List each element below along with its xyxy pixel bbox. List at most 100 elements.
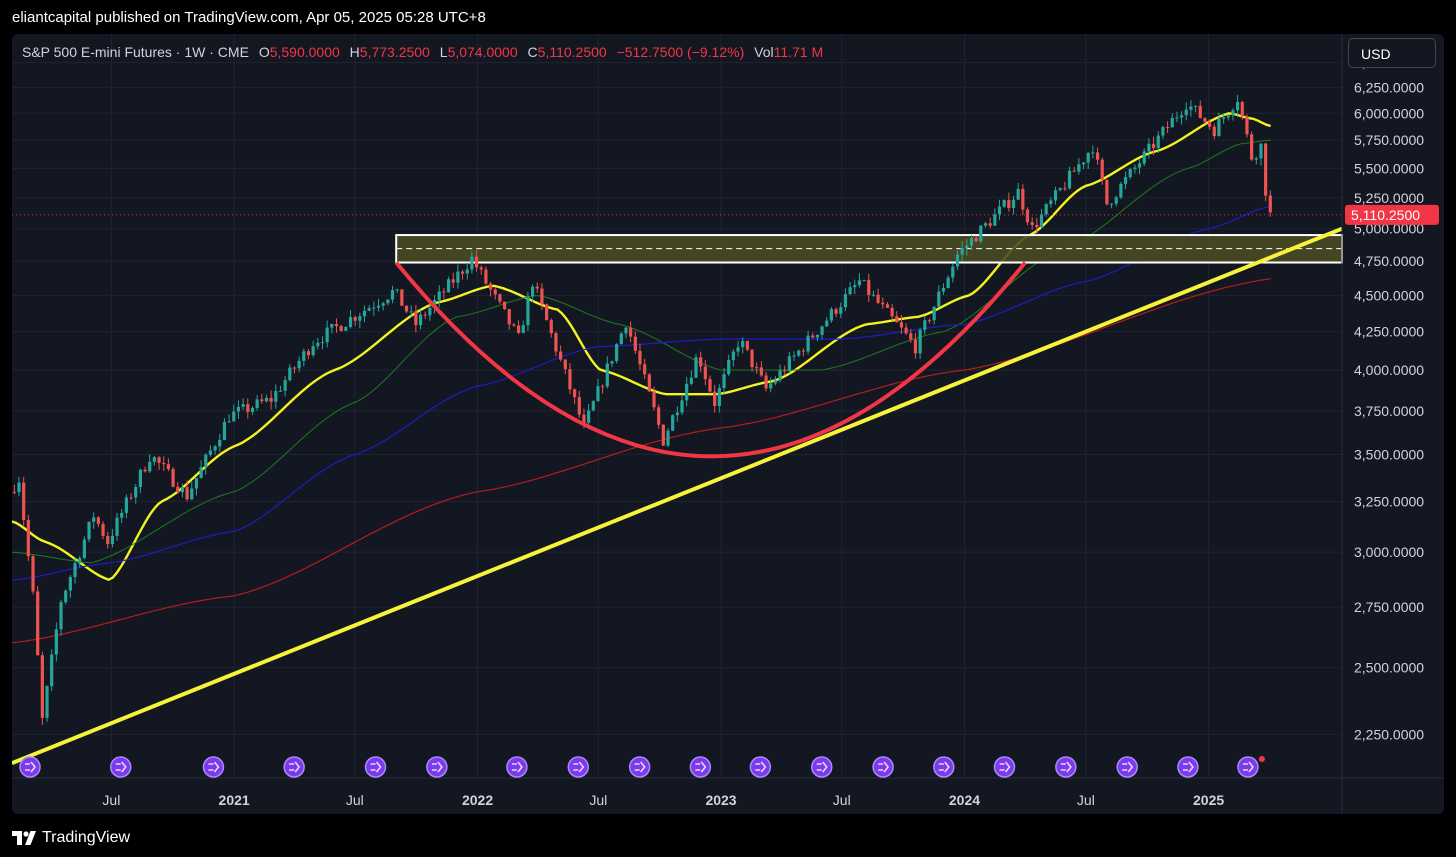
open-label: O	[258, 44, 270, 60]
currency-button[interactable]: USD	[1348, 38, 1436, 68]
candle-body	[652, 391, 656, 408]
candle-body	[731, 351, 735, 360]
candle-body	[1077, 164, 1081, 172]
event-marker-icon[interactable]	[933, 756, 955, 778]
candle-body	[1114, 197, 1118, 204]
candle-body	[255, 399, 259, 409]
candle-body	[246, 404, 250, 412]
candle-body	[68, 577, 72, 591]
candle-body	[372, 307, 376, 309]
event-marker-icon[interactable]	[426, 756, 448, 778]
candle-body	[236, 406, 241, 412]
event-marker-icon[interactable]	[19, 756, 41, 778]
candle-body	[979, 225, 983, 242]
chart-panel[interactable]: 6,500.00006,250.00006,000.00005,750.0000…	[12, 34, 1444, 814]
candle-body	[1189, 106, 1193, 110]
candle-body	[1212, 126, 1216, 137]
candle-body	[601, 386, 605, 388]
candle-body	[577, 397, 581, 415]
event-markers	[19, 756, 1265, 778]
candle-body	[694, 357, 698, 378]
candle-body	[904, 327, 908, 334]
candle-body	[759, 367, 763, 376]
candle-body	[1091, 152, 1095, 154]
candle-body	[960, 248, 964, 255]
candle-body	[418, 314, 423, 326]
candle-body	[1049, 200, 1053, 205]
candle-body	[124, 497, 128, 513]
candle-body	[40, 655, 44, 718]
candle-body	[50, 654, 54, 687]
candle-body	[1184, 109, 1188, 116]
event-marker-icon[interactable]	[202, 756, 225, 778]
event-marker-icon[interactable]	[109, 756, 132, 778]
close-value: 5,110.2500	[537, 44, 607, 60]
candle-body	[484, 269, 488, 284]
candle-body	[409, 311, 413, 313]
candle-body	[292, 367, 297, 369]
candle-body	[932, 306, 936, 321]
event-marker-icon[interactable]	[506, 756, 528, 778]
event-marker-icon[interactable]	[1116, 756, 1138, 778]
candle-body	[657, 407, 661, 425]
event-marker-icon[interactable]	[1177, 756, 1199, 778]
candle-body	[1058, 188, 1062, 191]
candle-body	[787, 356, 791, 372]
event-marker-icon[interactable]	[283, 756, 305, 778]
event-marker-icon[interactable]	[993, 756, 1016, 778]
candle-body	[1147, 143, 1151, 152]
candle-body	[325, 327, 329, 343]
candle-body	[1011, 199, 1016, 208]
candle-body	[755, 367, 759, 369]
candle-body	[1063, 188, 1067, 190]
event-marker-icon[interactable]	[749, 756, 772, 778]
event-marker-icon[interactable]	[810, 756, 833, 778]
candle-body	[1264, 143, 1268, 196]
event-marker-icon[interactable]	[567, 756, 590, 778]
event-marker-icon[interactable]	[689, 756, 712, 778]
candle-body	[610, 361, 614, 364]
y-tick-label: 5,250.0000	[1354, 190, 1424, 206]
y-tick-label: 4,500.0000	[1354, 287, 1424, 303]
candle-body	[54, 629, 58, 655]
x-tick-label: Jul	[102, 792, 120, 808]
candle-body	[222, 421, 227, 440]
ohlc-legend: S&P 500 E-mini Futures · 1W · CME O5,590…	[22, 44, 823, 60]
candle-body	[1259, 143, 1263, 159]
event-marker-icon[interactable]	[628, 756, 651, 778]
candle-body	[549, 320, 553, 334]
candle-body	[148, 461, 152, 472]
y-tick-label: 4,750.0000	[1354, 253, 1424, 269]
candle-body	[741, 340, 745, 348]
candle-body	[1021, 188, 1025, 210]
notification-dot-icon	[1258, 756, 1265, 762]
event-marker-icon[interactable]	[364, 756, 387, 778]
event-marker-icon[interactable]	[1055, 756, 1077, 778]
last-price-label: 5,110.2500	[1351, 207, 1420, 223]
event-marker-icon[interactable]	[1237, 756, 1259, 778]
candle-body	[661, 424, 665, 446]
candle-body	[120, 512, 124, 518]
candle-body	[1053, 190, 1058, 201]
candle-body	[82, 539, 86, 558]
candle-body	[479, 267, 483, 270]
symbol-label[interactable]: S&P 500 E-mini Futures · 1W · CME	[22, 44, 249, 60]
candle-body	[1268, 195, 1272, 213]
candle-body	[194, 478, 199, 489]
candle-body	[820, 326, 824, 335]
candle-body	[554, 333, 558, 352]
candle-body	[881, 302, 885, 305]
event-marker-icon[interactable]	[872, 756, 894, 778]
candle-body	[12, 491, 16, 493]
candle-body	[1086, 153, 1090, 163]
candle-body	[1016, 188, 1020, 200]
y-tick-label: 3,000.0000	[1354, 544, 1424, 560]
tradingview-logo[interactable]: TradingView	[12, 829, 130, 847]
candle-body	[376, 305, 381, 308]
candle-body	[689, 377, 693, 384]
x-tick-label: 2022	[462, 792, 493, 808]
price-chart[interactable]: 6,500.00006,250.00006,000.00005,750.0000…	[12, 34, 1444, 814]
candle-body	[344, 326, 348, 331]
sma100-line	[12, 205, 1271, 581]
candle-body	[166, 464, 171, 470]
